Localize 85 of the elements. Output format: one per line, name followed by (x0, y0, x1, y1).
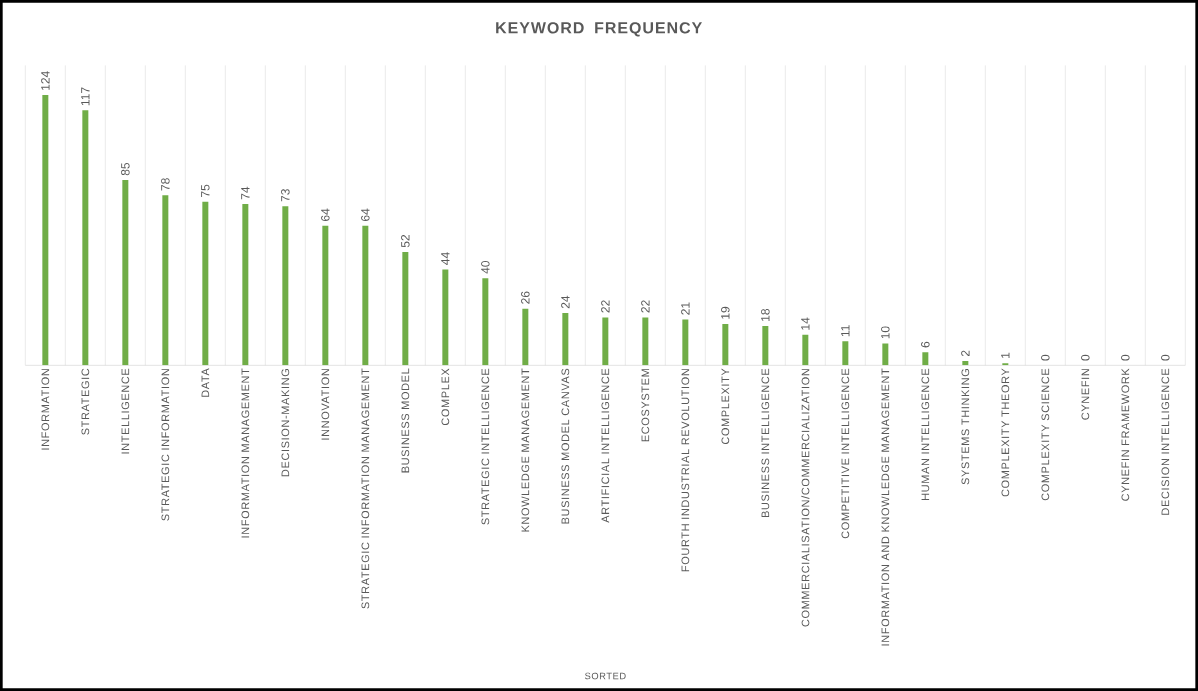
x-tick-label: STRATEGIC INFORMATION (161, 369, 170, 521)
data-label: 11 (841, 325, 850, 337)
x-tick-label: FOURTH INDUSTRIAL REVOLUTION (681, 369, 690, 572)
x-tick-label: SYSTEMS THINKING (961, 369, 970, 485)
data-label: 0 (1121, 354, 1130, 361)
bar (202, 201, 209, 366)
x-tick-label: COMPLEXITY SCIENCE (1041, 368, 1050, 501)
x-tick-label: CYNEFIN FRAMEWORK (1121, 368, 1130, 501)
bar (602, 317, 609, 366)
bar (762, 326, 769, 366)
x-tick-label: BUSINESS INTELLIGENCE (761, 368, 770, 518)
data-label: 0 (1081, 354, 1090, 361)
x-tick-label: INFORMATION AND KNOWLEDGE MANAGEMENT (881, 368, 890, 646)
x-tick-label: CYNEFIN (1081, 369, 1090, 420)
x-tick-label: INNOVATION (321, 369, 330, 440)
bar (642, 317, 649, 366)
x-tick-label: BUSINESS MODEL CANVAS (561, 368, 570, 524)
data-label: 2 (961, 350, 970, 357)
data-label: 85 (121, 162, 130, 176)
x-tick-label: COMPLEXITY (721, 368, 730, 445)
data-label: 19 (721, 306, 730, 319)
x-tick-label: DECISION INTELLIGENCE (1161, 368, 1170, 515)
bar (1002, 363, 1009, 366)
data-label: 10 (881, 326, 890, 339)
bar (882, 343, 889, 366)
bar (482, 278, 489, 366)
bar (82, 110, 89, 366)
bar (722, 323, 729, 366)
bar (522, 308, 529, 366)
bar (682, 319, 689, 366)
bar (402, 251, 409, 366)
data-label: 40 (481, 261, 490, 274)
x-tick-label: INTELLIGENCE (121, 368, 130, 454)
data-label: 18 (761, 309, 770, 321)
data-label: 64 (361, 208, 370, 221)
bar (322, 225, 329, 366)
bar (562, 313, 569, 366)
x-tick-label: STRATEGIC INTELLIGENCE (481, 368, 490, 525)
data-label: 74 (241, 186, 250, 200)
chart-title: KEYWORD FREQUENCY (496, 22, 702, 37)
data-label: 14 (801, 317, 810, 330)
data-label: 21 (681, 302, 690, 315)
bar (122, 180, 129, 366)
x-tick-label: BUSINESS MODEL (401, 368, 410, 473)
x-tick-label: DECISION-MAKING (281, 369, 290, 477)
x-tick-label: COMPLEXITY THEORY (1001, 368, 1010, 497)
x-tick-label: DATA (201, 368, 210, 397)
bar (362, 225, 369, 366)
data-label: 64 (321, 208, 330, 221)
data-label: 22 (641, 300, 650, 313)
x-tick-label: COMPETITIVE INTELLIGENCE (841, 368, 850, 539)
bar (42, 95, 49, 366)
x-tick-label: STRATEGIC (81, 368, 90, 435)
bar (922, 352, 929, 366)
bar (442, 269, 449, 366)
bar (802, 334, 809, 366)
data-label: 75 (201, 184, 210, 197)
data-label: 52 (401, 234, 410, 248)
x-tick-label: STRATEGIC INFORMATION MANAGEMENT (361, 368, 370, 609)
data-label: 73 (281, 189, 290, 202)
x-tick-label: COMMERCIALISATION/COMMERCIALIZATION (801, 369, 810, 627)
x-tick-label: ARTIFICIAL INTELLIGENCE (601, 368, 610, 523)
data-label: 44 (441, 252, 450, 265)
x-tick-label: INFORMATION (41, 369, 50, 450)
x-tick-label: ECOSYSTEM (641, 369, 650, 442)
data-label: 124 (41, 71, 50, 90)
data-label: 26 (521, 291, 530, 304)
text: SORTED (585, 672, 626, 680)
x-tick-label: KNOWLEDGE MANAGEMENT (521, 368, 530, 532)
bar (842, 341, 849, 366)
data-label: 22 (601, 300, 610, 313)
x-tick-label: HUMAN INTELLIGENCE (921, 368, 930, 500)
data-label: 1 (1001, 352, 1010, 358)
data-label: 78 (161, 178, 170, 191)
bar (162, 195, 169, 366)
bar (242, 204, 249, 366)
data-label: 117 (81, 87, 90, 106)
data-label: 0 (1161, 354, 1170, 361)
bar (962, 360, 969, 366)
x-tick-label: INFORMATION MANAGEMENT (241, 368, 250, 538)
data-label: 0 (1041, 354, 1050, 361)
data-label: 6 (921, 341, 930, 348)
bar (282, 206, 289, 366)
x-tick-label: COMPLEX (441, 368, 450, 426)
data-label: 24 (561, 295, 570, 309)
